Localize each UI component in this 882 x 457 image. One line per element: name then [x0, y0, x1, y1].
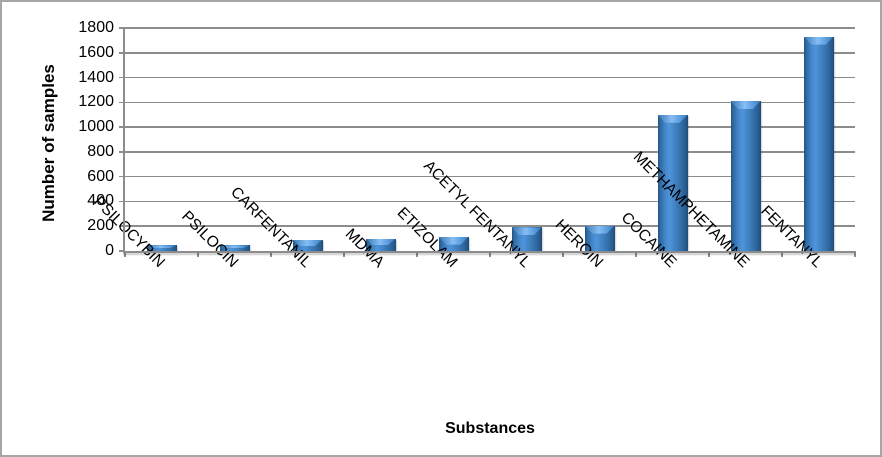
gridline	[125, 101, 855, 104]
x-axis-tick	[416, 251, 418, 257]
gridline	[125, 200, 855, 203]
y-axis-tick	[119, 175, 125, 178]
y-tick-label: 600	[87, 167, 114, 185]
x-axis-tick	[708, 251, 710, 257]
x-axis-tick	[562, 251, 564, 257]
y-tick-label: 200	[87, 217, 114, 235]
bar-bevel	[584, 225, 615, 234]
bar-bevel	[292, 239, 323, 246]
x-axis-title: Substances	[445, 420, 535, 437]
x-axis-tick	[781, 251, 783, 257]
y-axis-tick	[119, 126, 125, 128]
x-axis-tick	[489, 251, 491, 257]
bar	[292, 239, 323, 251]
gridline	[125, 126, 855, 128]
bar	[511, 227, 542, 251]
y-tick-label: 0	[105, 242, 114, 259]
y-tick-label: 1200	[78, 93, 114, 111]
bar	[219, 245, 250, 251]
bar-bevel	[511, 227, 542, 236]
x-axis-tick	[124, 251, 126, 257]
y-axis-tick	[119, 27, 125, 29]
x-axis-tick	[854, 251, 856, 257]
y-tick-label: 1800	[78, 19, 114, 36]
x-category-label: PSILOCIN	[178, 207, 242, 272]
x-axis-tick	[343, 251, 345, 257]
bar	[803, 36, 834, 251]
bar-bevel	[365, 238, 396, 246]
x-axis-tick	[197, 251, 199, 257]
gridline	[125, 52, 855, 54]
bar-bevel	[219, 245, 250, 249]
gridline	[125, 225, 855, 227]
bar	[146, 245, 177, 251]
y-axis-tick	[119, 52, 125, 54]
y-tick-label: 1400	[78, 68, 114, 86]
y-axis-tick	[119, 225, 125, 227]
gridline	[125, 151, 855, 153]
y-axis-line	[123, 27, 125, 253]
bar-bevel	[146, 245, 177, 249]
bar	[438, 236, 469, 251]
y-axis-tick	[119, 76, 125, 79]
bar-bevel	[730, 101, 761, 110]
y-axis-tick	[119, 200, 125, 203]
x-axis-line	[123, 251, 855, 253]
y-tick-label: 1600	[78, 43, 114, 61]
gridline	[125, 175, 855, 178]
y-axis-tick	[119, 151, 125, 153]
y-tick-label: 800	[87, 142, 114, 160]
y-axis-tick	[119, 101, 125, 104]
bar	[584, 225, 615, 251]
bar-bevel	[803, 36, 834, 45]
bar	[730, 101, 761, 251]
bar-bevel	[438, 236, 469, 245]
y-axis-tick	[119, 250, 125, 252]
gridline	[125, 76, 855, 79]
gridline	[125, 27, 855, 29]
x-axis-tick	[635, 251, 637, 257]
y-tick-label: 400	[87, 192, 114, 210]
bar	[365, 238, 396, 251]
y-tick-label: 1000	[78, 118, 114, 136]
x-axis-tick	[270, 251, 272, 257]
bar-bevel	[657, 114, 688, 123]
bar	[657, 114, 688, 251]
